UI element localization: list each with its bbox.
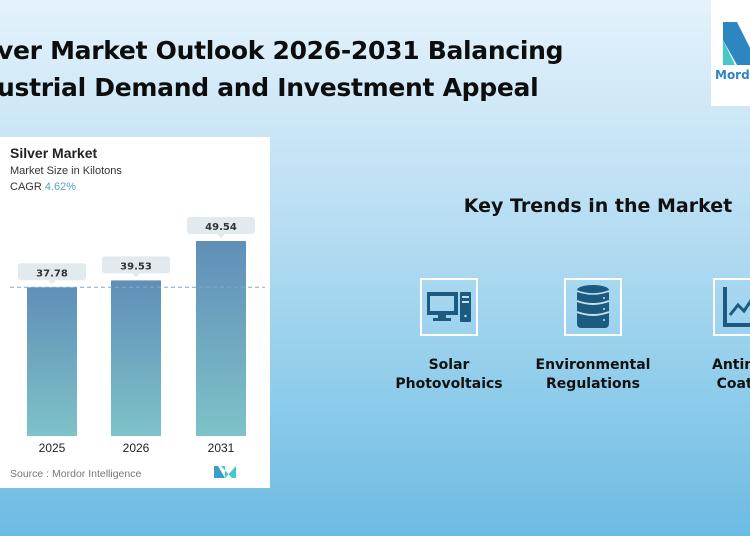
trend-label-line1: Solar [428,357,470,373]
x-tick-label: 2026 [123,441,150,455]
page-title-line-1: ver Market Outlook 2026-2031 Balancing [0,36,564,65]
chart-subtitle: Market Size in Kilotons [10,165,122,177]
trend-label-line1: Environmental [535,357,651,373]
trend-environmental-regulations: Environmental Regulations [513,278,673,394]
trend-label-line2: Coatin [716,376,750,392]
database-icon [564,278,622,336]
trend-label-line2: Regulations [546,376,640,392]
computer-icon [420,278,478,336]
mordor-small-logo-icon [214,466,236,478]
trend-antimicrobial-coatings: Antimic Coatin [662,278,750,394]
trend-label-line2: Photovoltaics [395,376,503,392]
mordor-logo-icon [723,22,750,65]
mordor-logo: Mordo [711,0,750,106]
trend-solar-photovoltaics: Solar Photovoltaics [369,278,529,394]
bar-chart: 37.78 2025 39.53 2026 49.54 2031 [10,217,265,455]
logo-text: Mordo [715,68,750,82]
key-trends-heading: Key Trends in the Market [463,195,733,217]
chart-card: 37.78 2025 39.53 2026 49.54 2031 Silver Marke… [0,137,270,488]
cagr-label: CAGR [10,181,42,193]
line-chart-icon [713,278,750,336]
data-label-pointer [217,234,225,238]
x-tick-label: 2025 [39,441,66,455]
trend-label-line1: Antimic [712,357,750,373]
data-label-bg [102,256,170,274]
bar-2026 [111,280,161,436]
cagr-value: 4.62% [44,181,77,193]
source-text: Source : Mordor Intelligence [10,468,142,480]
data-label-pointer [48,280,56,285]
data-label-bg [18,263,86,281]
data-label-pointer [132,273,140,278]
bar-2031 [196,241,246,436]
page-title-line-2: ustrial Demand and Investment Appeal [0,73,539,102]
chart-title: Silver Market [10,145,98,161]
x-tick-label: 2031 [208,441,235,455]
data-label: 49.54 [205,222,237,233]
cagr: CAGR 4.62% [10,181,76,193]
data-label: 39.53 [120,261,152,272]
data-label-bg [187,217,255,234]
bar-2025 [27,287,77,436]
data-label: 37.78 [36,268,68,279]
